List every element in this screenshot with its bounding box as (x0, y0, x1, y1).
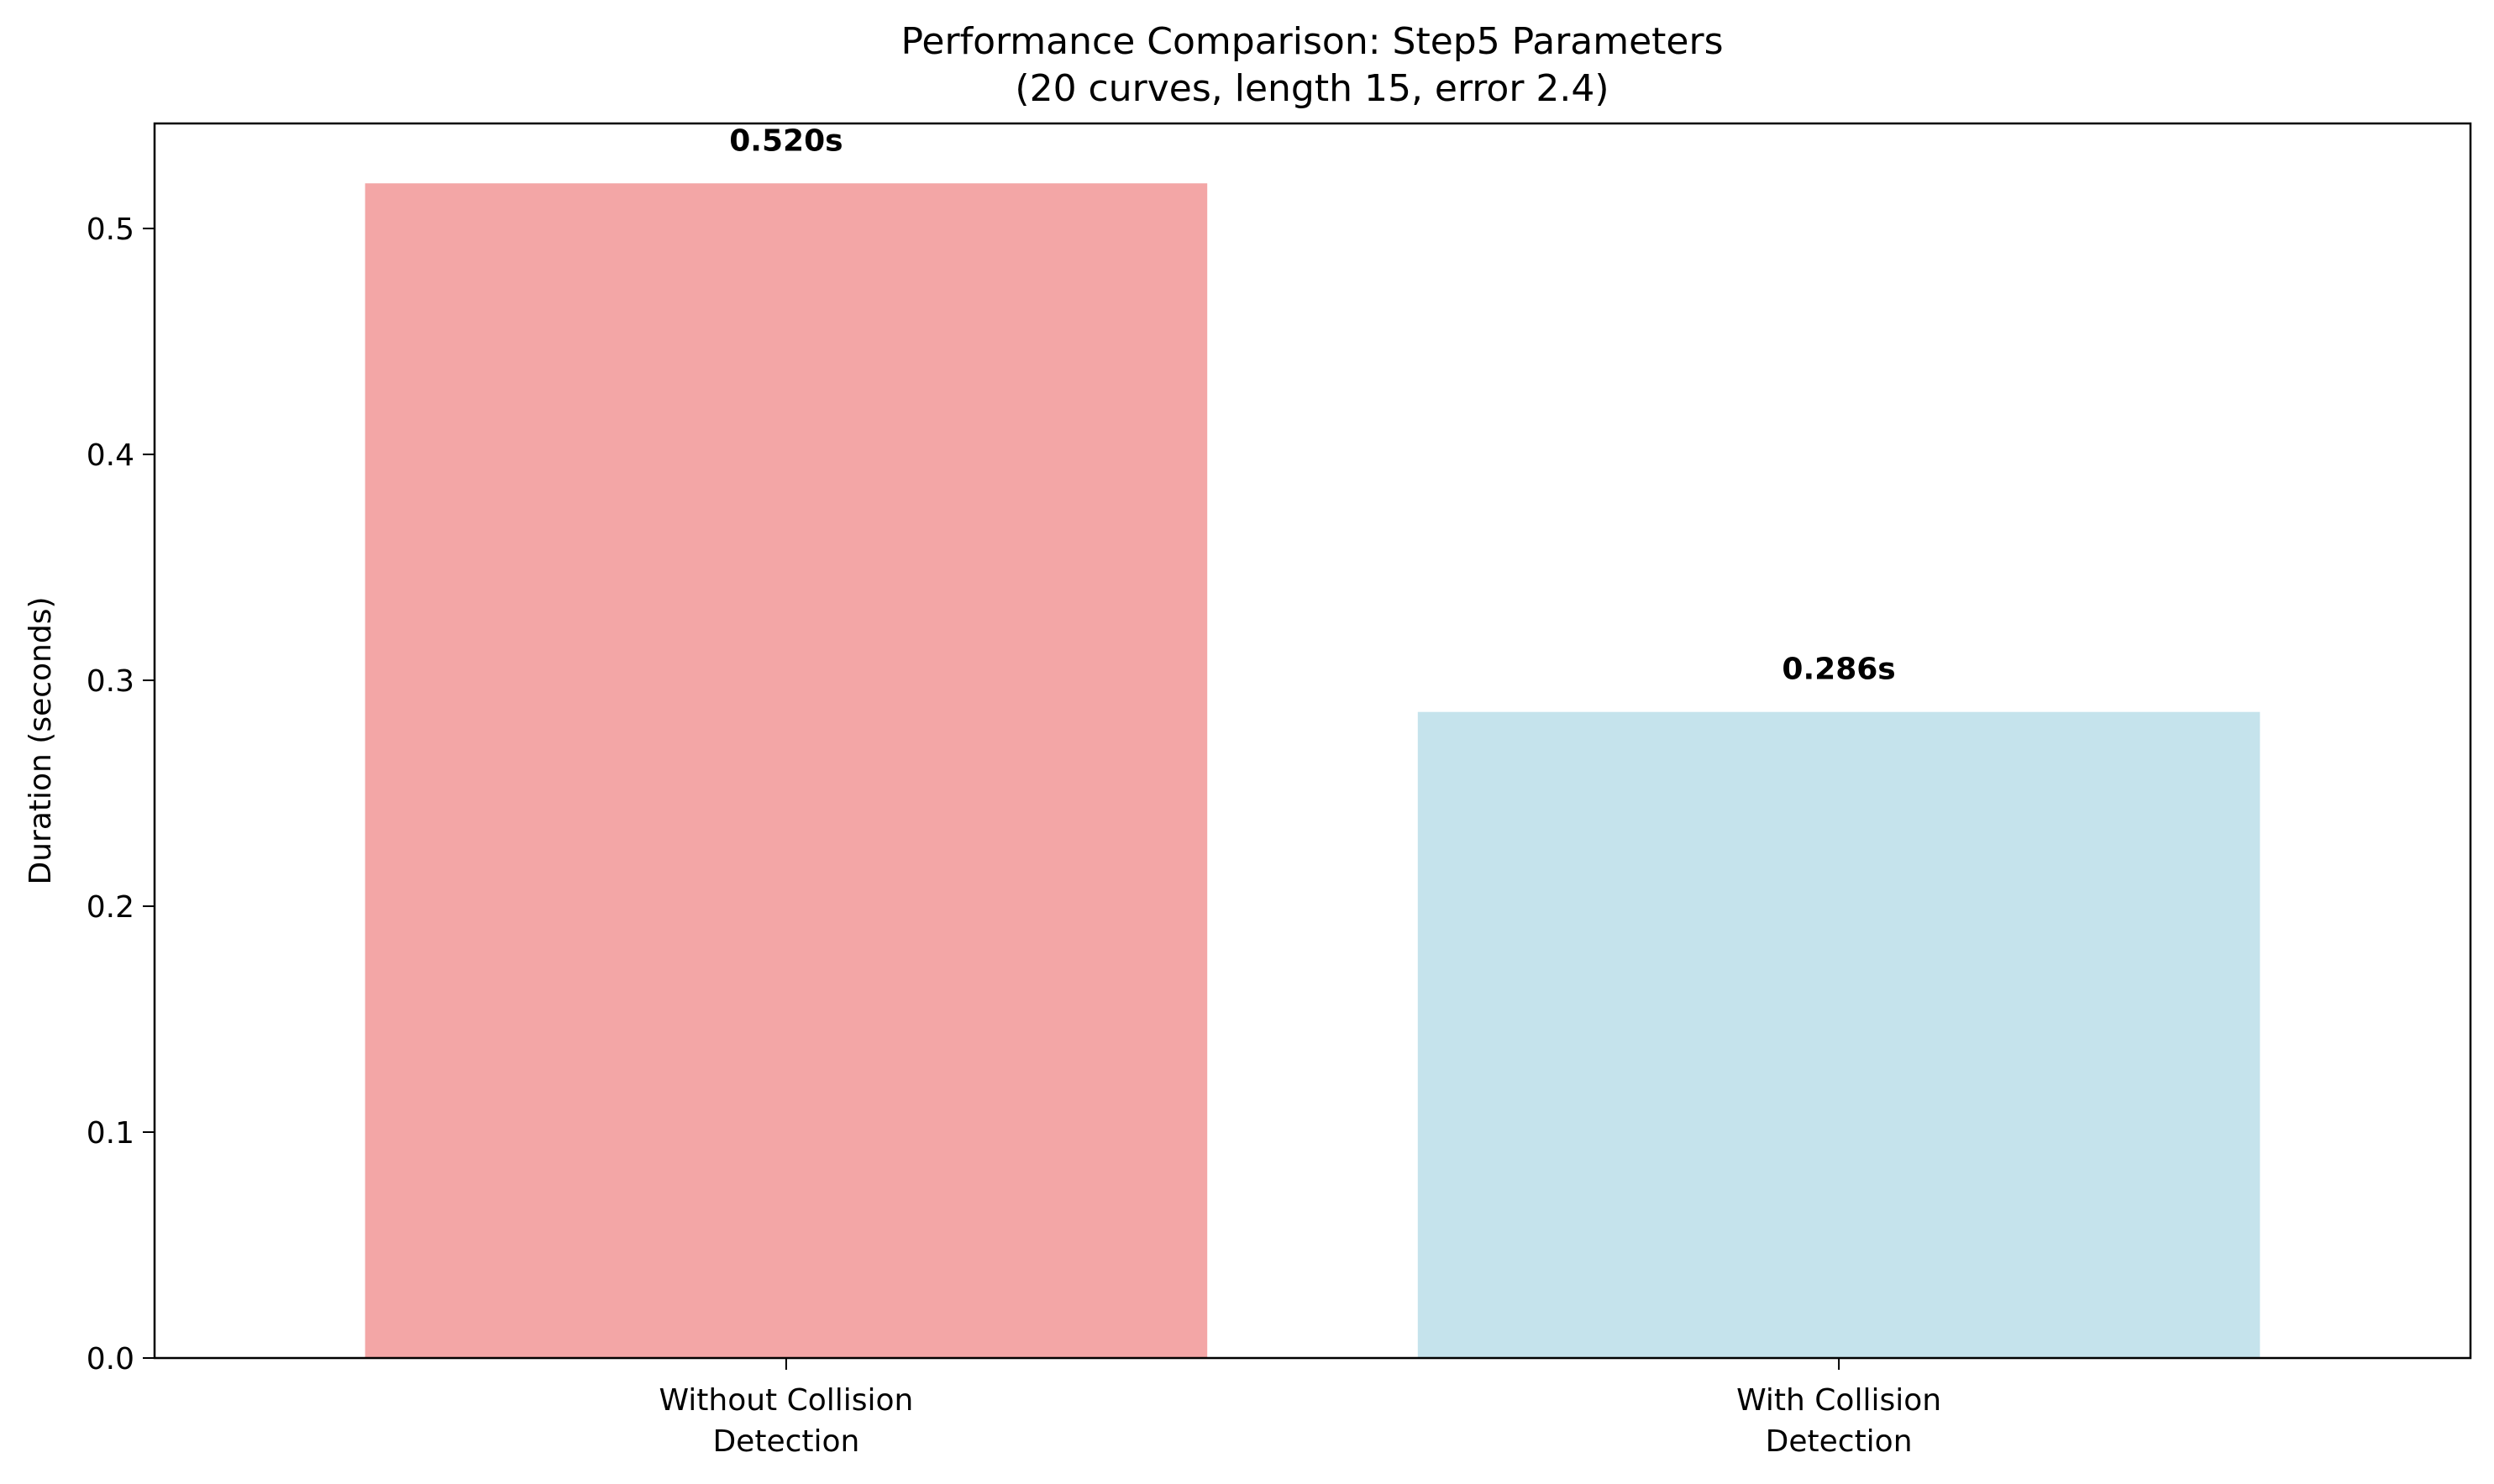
bar-1-value-label: 0.520s (729, 123, 843, 158)
bars-group (365, 183, 2260, 1358)
bar-2-value-label: 0.286s (1782, 653, 1895, 687)
x-tick-label-1-line-2: Detection (712, 1424, 859, 1459)
y-tick-label-5: 0.5 (87, 212, 134, 247)
x-tick-label-1-line-1: Without Collision (659, 1383, 913, 1418)
y-axis-ticks: 0.0 0.1 0.2 0.3 0.4 0.5 (87, 212, 155, 1377)
x-axis-ticks: Without Collision Detection With Collision… (659, 1358, 1941, 1459)
x-tick-label-2-line-1: With Collision (1736, 1383, 1941, 1418)
x-tick-label-2-line-2: Detection (1766, 1424, 1913, 1459)
y-tick-label-4: 0.4 (87, 438, 134, 473)
y-axis-label: Duration (seconds) (24, 596, 58, 884)
y-tick-label-0: 0.0 (87, 1342, 134, 1377)
plot-area-frame (153, 122, 2472, 1360)
bar-1 (365, 183, 1208, 1358)
chart-title: Performance Comparison: Step5 Parameters (900, 20, 1723, 63)
y-tick-label-2: 0.2 (87, 890, 134, 925)
y-tick-label-1: 0.1 (87, 1116, 134, 1151)
chart-subtitle: (20 curves, length 15, error 2.4) (1015, 67, 1609, 110)
y-tick-label-3: 0.3 (87, 664, 134, 699)
data-labels-group: 0.520s 0.286s (729, 123, 1895, 686)
bar-2 (1417, 711, 2260, 1358)
